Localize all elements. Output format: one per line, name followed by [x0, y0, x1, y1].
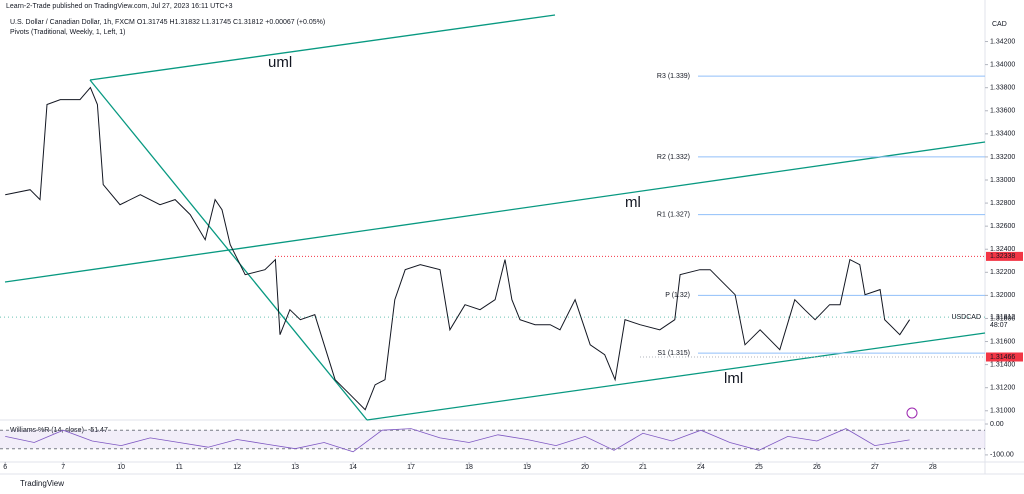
indicator-title: Williams %R (14, close): [10, 427, 84, 434]
y-tick-label: 1.32200: [990, 269, 1015, 276]
y-tick-label: 1.32400: [990, 246, 1015, 253]
pivot-label: R2 (1.332): [657, 154, 690, 161]
x-tick-label: 10: [117, 464, 125, 471]
x-tick-label: 24: [697, 464, 705, 471]
pivot-label: R1 (1.327): [657, 211, 690, 218]
x-tick-label: 7: [61, 464, 65, 471]
y-tick-label: 1.33200: [990, 154, 1015, 161]
y-tick-label: -100.00: [990, 452, 1014, 459]
uml-line: [89, 14, 556, 81]
x-tick-label: 21: [639, 464, 647, 471]
median-anchor-line: [89, 79, 368, 421]
pivot-label: S1 (1.315): [657, 350, 690, 357]
x-tick-label: 11: [176, 464, 183, 471]
event-icon[interactable]: [906, 407, 918, 419]
x-tick-label: 25: [755, 464, 763, 471]
x-tick-label: 18: [465, 464, 473, 471]
y-tick-label: 1.31200: [990, 385, 1015, 392]
x-tick-label: 28: [929, 464, 937, 471]
footer: TradingView: [20, 479, 64, 488]
header: Learn-2-Trade published on TradingView.c…: [6, 3, 233, 10]
countdown: 48:07: [990, 322, 1008, 329]
y-tick-label: 1.32800: [990, 200, 1015, 207]
x-tick-label: 19: [523, 464, 531, 471]
trend-lines: [4, 14, 986, 421]
series-line: [5, 86, 911, 411]
x-tick-label: 14: [349, 464, 357, 471]
y-tick-label: 1.31400: [990, 361, 1015, 368]
pivot-label: R3 (1.339): [657, 73, 690, 80]
lml-line: [366, 332, 986, 421]
subtitle: Pivots (Traditional, Weekly, 1, Left, 1): [10, 29, 125, 36]
x-tick-label: 13: [291, 464, 299, 471]
x-tick-label: 6: [3, 464, 7, 471]
price-tag-label: 1.32338: [990, 253, 1015, 260]
y-tick-label: 1.34200: [990, 38, 1015, 45]
y-tick-label: 1.32000: [990, 292, 1015, 299]
y-tick-label: 1.31600: [990, 338, 1015, 345]
y-tick-label: 1.34000: [990, 61, 1015, 68]
y-tick-label: 1.33800: [990, 85, 1015, 92]
last-price: 1.31812: [990, 314, 1015, 321]
series-line: [5, 428, 910, 453]
price-tag: [986, 251, 1023, 261]
band: [0, 430, 985, 449]
y-tick-label: 1.31800: [990, 315, 1015, 322]
chart-title: U.S. Dollar / Canadian Dollar, 1h, FXCM …: [10, 19, 325, 26]
x-tick-label: 27: [871, 464, 879, 471]
plot: 1.31000 1.31200 1.31400 1.31600 1.31800 1.320…: [0, 38, 1023, 471]
x-tick-label: 17: [407, 464, 415, 471]
x-tick-label: 12: [233, 464, 241, 471]
annotation: lml: [724, 370, 743, 387]
y-tick-label: 1.33600: [990, 108, 1015, 115]
y-tick-label: 1.33000: [990, 177, 1015, 184]
y-tick-label: 1.31000: [990, 408, 1015, 415]
y-tick-label: 1.33400: [990, 131, 1015, 138]
symbol: USDCAD: [951, 314, 981, 321]
annotation: uml: [268, 54, 292, 71]
y-tick-label: 1.32600: [990, 223, 1015, 230]
y-tick-label: 0.00: [990, 421, 1004, 428]
annotation: ml: [625, 194, 641, 211]
x-tick-label: 26: [813, 464, 821, 471]
x-tick-label: 20: [581, 464, 589, 471]
price-tag: [986, 352, 1023, 362]
ml-line: [4, 141, 986, 283]
price-tag-label: 1.31466: [990, 354, 1015, 361]
currency: CAD: [992, 21, 1007, 28]
